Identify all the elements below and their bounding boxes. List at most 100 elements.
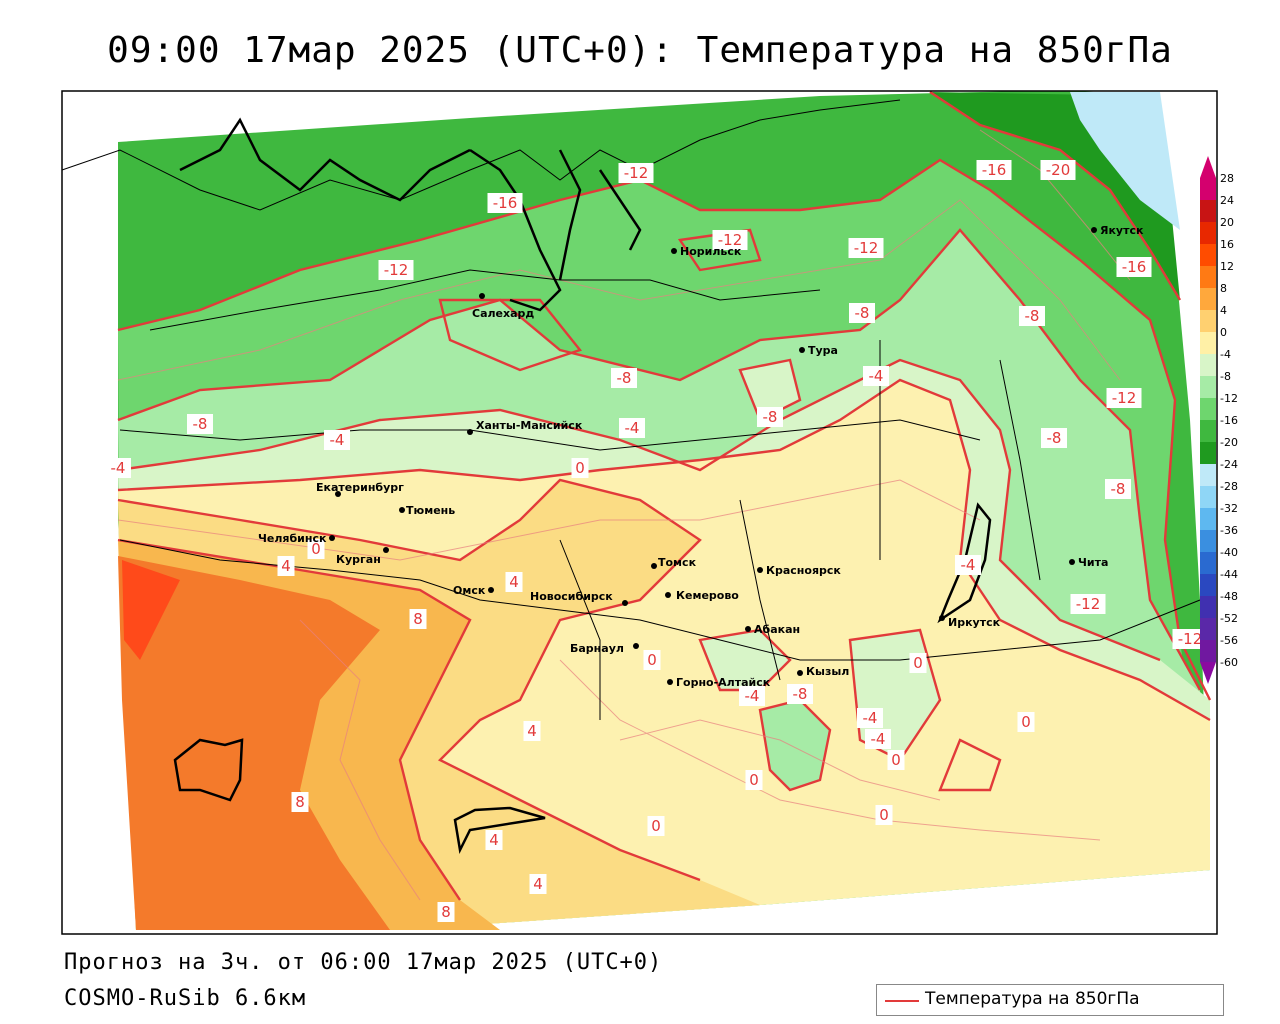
- isoline-label: -12: [1106, 388, 1142, 408]
- map-frame: [61, 90, 1218, 935]
- isoline-label: 0: [887, 750, 905, 770]
- isoline-label-background: [618, 163, 654, 183]
- isoline-label-text: 8: [413, 610, 423, 628]
- zone-12: [118, 556, 390, 930]
- isoline-label: 0: [1017, 712, 1035, 732]
- isoline-label: 4: [523, 721, 541, 741]
- scale-label: -24: [1220, 458, 1238, 471]
- scale-swatch: [1200, 376, 1216, 398]
- isoline-label: 0: [647, 816, 665, 836]
- scale-label: 12: [1220, 260, 1234, 273]
- isoline-label: -4: [955, 555, 981, 575]
- scale-swatch: [1200, 596, 1216, 618]
- city-dot: [622, 600, 628, 606]
- isoline-label-text: -12: [624, 164, 649, 182]
- scale-swatch: [1200, 530, 1216, 552]
- isoline-label-background: [571, 458, 589, 478]
- isoline-label: -4: [865, 729, 891, 749]
- isoline-label: 4: [505, 572, 523, 592]
- city-dot: [665, 592, 671, 598]
- isoline-label-text: 4: [281, 557, 291, 575]
- scale-swatch: [1200, 574, 1216, 596]
- city-dot: [667, 679, 673, 685]
- scale-swatch: [1200, 508, 1216, 530]
- city-label: Иркутск: [948, 616, 1001, 629]
- isoline-label: 8: [409, 609, 427, 629]
- isoline-label: -20: [1040, 160, 1076, 180]
- isoline-label-text: -12: [718, 231, 743, 249]
- scale-swatch: [1200, 354, 1216, 376]
- isoline-label-background: [875, 805, 893, 825]
- city-dot: [1069, 559, 1075, 565]
- scale-swatch: [1200, 222, 1216, 244]
- isotherm-lines: [117, 91, 1212, 901]
- scale-label: -36: [1220, 524, 1238, 537]
- scale-label: -28: [1220, 480, 1238, 493]
- city-marker: Горно-Алтайск: [667, 676, 771, 689]
- isoline-label-text: -12: [854, 239, 879, 257]
- city-label: Ханты-Мансийск: [476, 419, 583, 432]
- scale-label: 24: [1220, 194, 1234, 207]
- scale-swatch: [1200, 442, 1216, 464]
- city-marker: Кызыл: [797, 665, 849, 678]
- scale-label: 16: [1220, 238, 1234, 251]
- city-label: Якутск: [1100, 224, 1144, 237]
- scale-top-arrow: [1200, 156, 1216, 178]
- scale-label: -32: [1220, 502, 1238, 515]
- scale-label: 8: [1220, 282, 1227, 295]
- isoline-label-text: 0: [1021, 713, 1031, 731]
- isoline-label-text: 0: [879, 806, 889, 824]
- scale-swatch: [1200, 332, 1216, 354]
- scale-swatch: [1200, 310, 1216, 332]
- isoline-label-text: -12: [1112, 389, 1137, 407]
- city-marker: Томск: [651, 556, 697, 569]
- isoline-label-text: -20: [1046, 161, 1071, 179]
- city-marker: Чита: [1069, 556, 1108, 569]
- isoline-label-background: [1041, 428, 1067, 448]
- isoline-label-text: 4: [489, 831, 499, 849]
- scale-label: -12: [1220, 392, 1238, 405]
- isoline-label-background: [485, 830, 503, 850]
- isoline-label-background: [1017, 712, 1035, 732]
- isoline-label: 0: [875, 805, 893, 825]
- city-marker: Ханты-Мансийск: [467, 419, 583, 435]
- forecast-text: Прогноз на 3ч. от 06:00 17мар 2025 (UTC+…: [64, 950, 663, 975]
- zone-mountain-cold: [760, 700, 830, 790]
- scale-label: -20: [1220, 436, 1238, 449]
- scale-swatch: [1200, 288, 1216, 310]
- isoline-label: -4: [739, 686, 765, 706]
- isoline-label: 8: [437, 902, 455, 922]
- city-label: Курган: [336, 553, 381, 566]
- city-marker: Тюмень: [399, 504, 455, 517]
- isoline-label-text: -4: [863, 709, 878, 727]
- city-marker: Кемерово: [665, 589, 739, 602]
- borders: [61, 99, 1201, 720]
- isoline-label: -12: [618, 163, 654, 183]
- scale-bottom-arrow: [1200, 662, 1216, 684]
- scale-swatch: [1200, 618, 1216, 640]
- isoline-label: -8: [1019, 306, 1045, 326]
- scale-swatch: [1200, 640, 1216, 662]
- scale-label: 20: [1220, 216, 1234, 229]
- city-label: Чита: [1078, 556, 1108, 569]
- isoline-label-background: [976, 160, 1012, 180]
- isoline-label: 8: [291, 792, 309, 812]
- isoline-label-text: -12: [1178, 630, 1203, 648]
- scale-label: 28: [1220, 172, 1234, 185]
- isoline-label-background: [865, 729, 891, 749]
- isoline-label: -4: [857, 708, 883, 728]
- isoline-label: -16: [487, 193, 523, 213]
- city-markers: Салехард Норильск Тура Якутск Ханты-Мансийск…: [258, 224, 1144, 689]
- scale-swatch: [1200, 266, 1216, 288]
- isoline-label: 4: [277, 556, 295, 576]
- city-label: Екатеринбург: [316, 481, 404, 494]
- city-marker: Красноярск: [757, 564, 841, 577]
- isoline-label-text: 0: [891, 751, 901, 769]
- isoline-label-background: [611, 368, 637, 388]
- scale-swatch: [1200, 200, 1216, 222]
- isoline-label-background: [487, 193, 523, 213]
- city-marker: Норильск: [671, 245, 742, 258]
- isoline-label: 0: [643, 650, 661, 670]
- zone-cold: [1070, 92, 1180, 230]
- isoline-label-background: [187, 414, 213, 434]
